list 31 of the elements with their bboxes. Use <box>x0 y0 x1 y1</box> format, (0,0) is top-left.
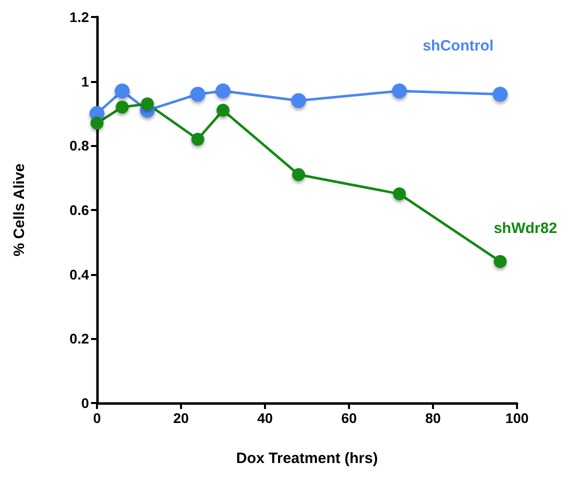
point <box>190 86 206 102</box>
x-tick-label: 60 <box>341 410 357 426</box>
y-axis-title: % Cells Alive <box>11 164 28 256</box>
point <box>191 132 204 146</box>
y-tick-label: 0.2 <box>70 330 90 347</box>
point <box>140 97 154 110</box>
x-tick-label: 20 <box>173 410 189 426</box>
y-tick-label: 0 <box>81 395 90 411</box>
point <box>292 168 306 182</box>
series-label: shWdr82 <box>494 220 558 237</box>
y-tick-label: 1.2 <box>70 9 90 25</box>
y-tick-label: 1 <box>81 73 90 90</box>
x-tick-label: 100 <box>505 410 529 426</box>
y-tick-label: 0.8 <box>70 138 90 154</box>
x-tick-label: 0 <box>93 410 102 426</box>
point <box>494 254 507 268</box>
y-tick-label: 0.6 <box>70 202 90 218</box>
point <box>392 187 406 200</box>
y-tick-label: 0.4 <box>70 266 90 282</box>
point <box>116 100 129 114</box>
x-axis-title: Dox Treatment (hrs) <box>236 450 378 467</box>
x-tick-label: 80 <box>425 410 441 426</box>
point <box>216 104 230 117</box>
point <box>216 83 230 98</box>
point <box>291 93 306 108</box>
point <box>90 116 104 130</box>
point <box>492 86 508 102</box>
text: shControl <box>422 38 494 55</box>
point <box>114 83 130 98</box>
x-tick-label: 40 <box>257 410 273 426</box>
point <box>392 83 407 98</box>
